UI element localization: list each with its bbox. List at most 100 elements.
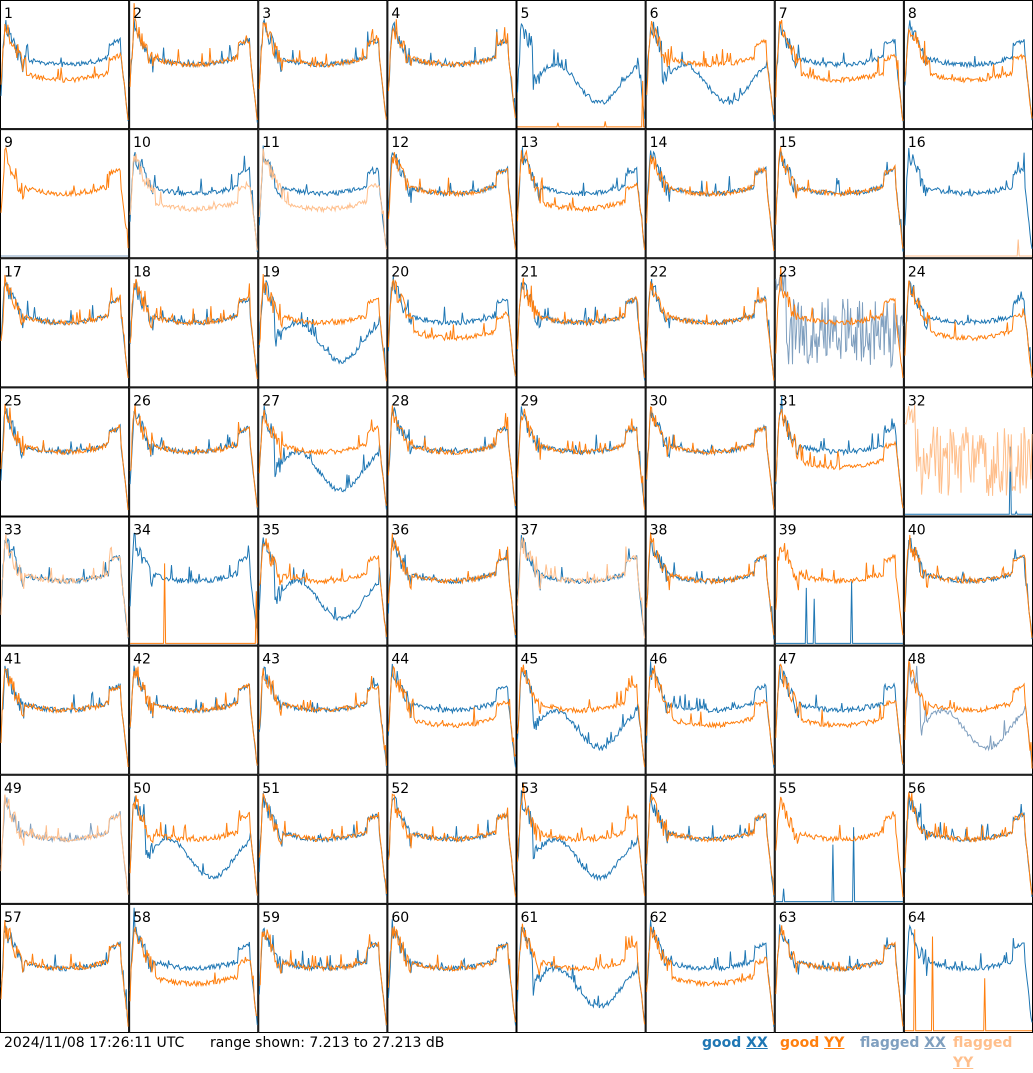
panel-label: 15	[779, 135, 797, 151]
series-yy-panel-42	[129, 666, 258, 766]
panel-11: 11	[258, 129, 388, 259]
range-label: range shown: 7.213 to 27.213 dB	[210, 1035, 445, 1051]
panel-17: 17	[0, 258, 130, 388]
panel-62: 62	[645, 903, 775, 1033]
panel-label: 2	[133, 6, 142, 22]
series-xx-panel-55	[775, 827, 903, 903]
series-yy-panel-59	[258, 929, 387, 1026]
panel-label: 48	[908, 652, 926, 668]
series-xx-panel-24	[904, 280, 1033, 378]
series-yy-panel-53	[517, 783, 646, 897]
series-yy-panel-40	[904, 534, 1033, 638]
panel-label: 61	[521, 910, 539, 926]
panel-21: 21	[516, 258, 646, 388]
panel-30: 30	[645, 387, 775, 517]
panel-2: 2	[129, 0, 259, 130]
series-yy-panel-9	[0, 146, 129, 249]
series-yy-panel-41	[0, 668, 129, 768]
series-yy-panel-30	[646, 406, 775, 510]
panel-label: 6	[650, 6, 659, 22]
series-yy-panel-16	[904, 239, 1032, 257]
panel-56: 56	[903, 774, 1033, 904]
panel-label: 42	[133, 652, 151, 668]
panel-6: 6	[645, 0, 775, 130]
legend-flagged-yy: flagged YY	[953, 1033, 1033, 1073]
panel-label: 53	[521, 781, 539, 797]
panel-44: 44	[387, 645, 517, 775]
series-xx-panel-5	[517, 22, 646, 119]
series-yy-panel-64	[904, 929, 1032, 1032]
panel-57: 57	[0, 903, 130, 1033]
series-yy-panel-39	[775, 543, 904, 636]
panel-5: 5	[516, 0, 646, 130]
panel-label: 19	[262, 264, 280, 280]
series-xx-panel-46	[646, 661, 775, 768]
panel-34: 34	[129, 516, 259, 646]
panel-frame	[516, 774, 646, 904]
panel-label: 51	[262, 781, 280, 797]
panel-60: 60	[387, 903, 517, 1033]
series-yy-panel-57	[0, 919, 129, 1027]
panel-label: 62	[650, 910, 668, 926]
series-yy-panel-24	[904, 280, 1033, 378]
panel-label: 9	[4, 135, 13, 151]
series-xx-panel-27	[258, 405, 387, 510]
series-yy-panel-7	[775, 19, 904, 121]
legend-good-xx: good XX	[702, 1033, 768, 1053]
footer: 2024/11/08 17:26:11 UTC range shown: 7.2…	[0, 1033, 1033, 1071]
panel-label: 54	[650, 781, 668, 797]
panel-label: 10	[133, 135, 151, 151]
panel-label: 56	[908, 781, 926, 797]
series-xx-panel-19	[258, 280, 387, 381]
series-xx-panel-25	[0, 408, 129, 510]
panel-label: 35	[262, 523, 280, 539]
series-xx-panel-21	[517, 281, 646, 381]
panel-label: 39	[779, 523, 797, 539]
series-yy-panel-32	[904, 404, 1033, 497]
panel-label: 47	[779, 652, 797, 668]
legend-flagged-xx-pol: XX	[924, 1035, 946, 1051]
panel-frame	[645, 129, 775, 259]
series-xx-panel-22	[646, 278, 775, 380]
panel-label: 29	[521, 393, 539, 409]
panel-label: 38	[650, 523, 668, 539]
panel-label: 5	[521, 6, 530, 22]
series-yy-panel-6	[646, 20, 775, 115]
series-xx-panel-64	[904, 924, 1033, 1023]
panel-9: 9	[0, 129, 130, 259]
panel-label: 36	[391, 523, 409, 539]
panel-53: 53	[516, 774, 646, 904]
panel-label: 60	[391, 910, 409, 926]
panel-13: 13	[516, 129, 646, 259]
panel-label: 43	[262, 652, 280, 668]
panel-label: 33	[4, 523, 22, 539]
series-yy-panel-54	[646, 794, 775, 896]
series-yy-panel-2	[129, 3, 258, 121]
panel-37: 37	[516, 516, 646, 646]
panel-14: 14	[645, 129, 775, 259]
panel-40: 40	[903, 516, 1033, 646]
panel-frame	[129, 129, 259, 259]
panel-frame	[129, 258, 259, 388]
series-yy-panel-50	[129, 795, 258, 896]
series-yy-panel-25	[0, 403, 129, 511]
series-yy-panel-51	[258, 793, 387, 894]
panel-label: 13	[521, 135, 539, 151]
series-xx-panel-31	[775, 395, 904, 507]
panel-label: 40	[908, 523, 926, 539]
panel-35: 35	[258, 516, 388, 646]
panel-61: 61	[516, 903, 646, 1033]
panel-49: 49	[0, 774, 130, 904]
series-xx-panel-35	[258, 537, 387, 639]
panel-label: 24	[908, 264, 926, 280]
series-yy-panel-44	[387, 665, 516, 757]
series-xx-panel-62	[646, 919, 775, 1027]
panel-label: 1	[4, 6, 13, 22]
series-xx-panel-51	[258, 792, 387, 896]
series-yy-panel-34	[130, 563, 258, 644]
panel-54: 54	[645, 774, 775, 904]
panel-12: 12	[387, 129, 517, 259]
series-xx-panel-41	[0, 665, 129, 764]
panel-25: 25	[0, 387, 130, 517]
